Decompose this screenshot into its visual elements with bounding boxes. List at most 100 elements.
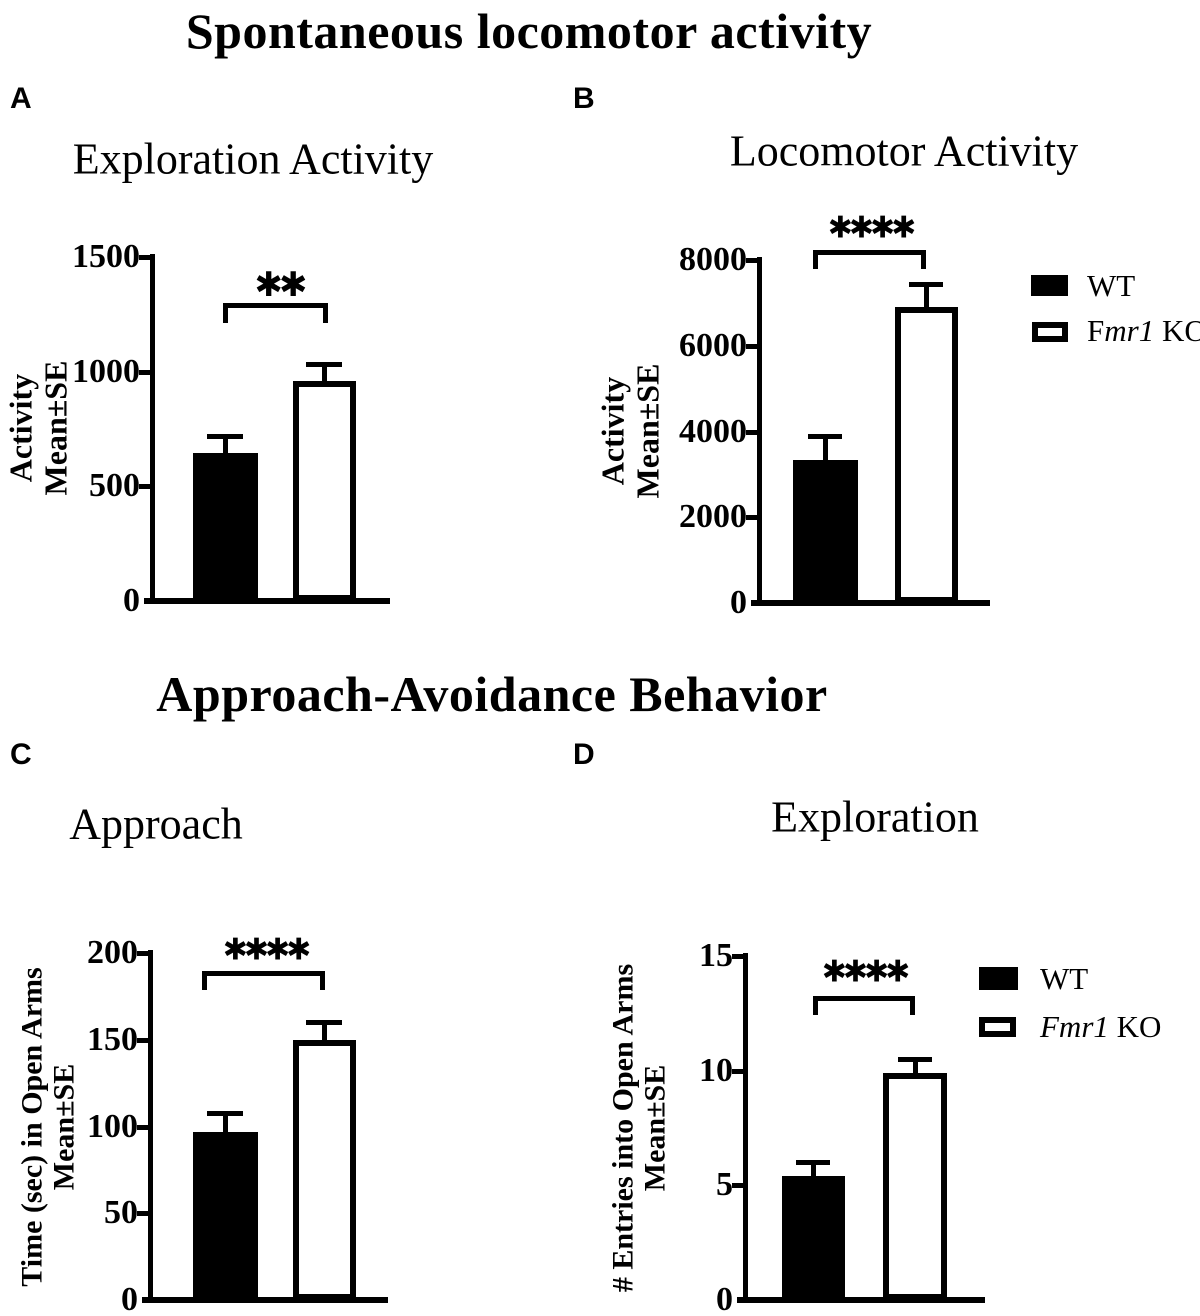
panel-d-y-tick-15 — [732, 954, 748, 959]
panel-a-y-axis — [150, 254, 155, 602]
panel-d-legend-swatch-wt — [979, 967, 1018, 990]
panel-d-significance-bracket — [813, 996, 915, 1015]
panel-c-y-tick-label-50: 50 — [104, 1194, 138, 1232]
panel-d-legend-swatch-fmr1-ko — [979, 1017, 1016, 1037]
panel-b-legend-label-wt: WT — [1087, 268, 1135, 304]
panel-a-y-axis-label: Activity Mean±SE — [2, 360, 73, 496]
panel-c-y-tick-200 — [137, 951, 153, 956]
panel-b-y-tick-label-2000: 2000 — [679, 498, 747, 536]
panel-d-title: Exploration — [771, 792, 979, 842]
panel-b-significance-bracket — [813, 250, 926, 269]
panel-letter-c: C — [10, 738, 32, 771]
panel-d-error-bar-line-wt — [811, 1162, 816, 1183]
panel-b-y-tick-2000 — [746, 515, 762, 521]
panel-c-bar-fmr1-ko — [292, 1039, 356, 1300]
panel-a-y-tick-label-500: 500 — [89, 467, 140, 505]
panel-c-y-tick-label-200: 200 — [87, 934, 138, 971]
panel-d-x-axis — [737, 1297, 985, 1303]
panel-c-significance-stars: ✱✱✱✱ — [222, 932, 312, 968]
panel-c-error-bar-line-fmr1-ko — [322, 1022, 327, 1046]
panel-a-bar-fmr1-ko — [292, 380, 356, 601]
panel-d-y-axis — [743, 953, 748, 1301]
panel-c-x-axis — [142, 1297, 388, 1303]
panel-d-y-tick-label-15: 15 — [699, 937, 733, 974]
panel-a-bar-wt — [192, 453, 258, 601]
panel-c-error-bar-cap-fmr1-ko — [306, 1020, 342, 1026]
panel-a-y-tick-label-1000: 1000 — [72, 352, 140, 390]
legend-label-part: WT — [1087, 268, 1136, 303]
legend-label-part: F — [1087, 313, 1105, 348]
panel-d-legend-label-fmr1-ko: Fmr1 KO — [1040, 1009, 1161, 1045]
panel-b-legend-swatch-wt — [1031, 275, 1068, 296]
panel-c-title: Approach — [69, 799, 243, 849]
panel-c-y-tick-label-0: 0 — [121, 1281, 138, 1316]
panel-b-y-tick-8000 — [746, 258, 762, 263]
panel-b-bar-fmr1-ko — [894, 307, 958, 603]
panel-a-y-tick-1500 — [139, 255, 155, 260]
section-title-spontaneous-locomotor-activity: Spontaneous locomotor activity — [185, 3, 873, 59]
panel-c-y-tick-label-100: 100 — [87, 1107, 138, 1145]
section-title-approach-avoidance-behavior: Approach-Avoidance Behavior — [156, 666, 828, 722]
legend-label-part: mr1 — [1104, 313, 1155, 348]
panel-a-title: Exploration Activity — [72, 134, 434, 184]
panel-c-y-tick-50 — [137, 1211, 153, 1217]
panel-d-error-bar-cap-fmr1-ko — [898, 1057, 932, 1063]
panel-a-error-bar-cap-wt — [207, 433, 243, 439]
panel-b-error-bar-line-fmr1-ko — [924, 284, 929, 314]
panel-b-y-tick-6000 — [746, 343, 762, 349]
panel-b-y-tick-label-0: 0 — [730, 584, 747, 621]
panel-b-error-bar-line-wt — [823, 435, 828, 466]
panel-a-error-bar-cap-fmr1-ko — [306, 361, 342, 367]
panel-b-y-tick-label-4000: 4000 — [679, 412, 747, 450]
legend-label-part: KO — [1161, 313, 1200, 348]
panel-d-bar-fmr1-ko — [883, 1072, 947, 1300]
panel-b-legend-swatch-fmr1-ko — [1032, 322, 1068, 342]
panel-b-y-tick-label-6000: 6000 — [679, 326, 747, 364]
panel-letter-d: D — [573, 738, 595, 771]
panel-d-bar-wt — [781, 1176, 845, 1300]
panel-a-x-axis — [144, 598, 390, 604]
panel-d-error-bar-line-fmr1-ko — [913, 1059, 918, 1079]
panel-d-error-bar-cap-wt — [796, 1160, 830, 1166]
panel-b-significance-stars: ✱✱✱✱ — [827, 210, 917, 246]
panel-b-error-bar-cap-fmr1-ko — [909, 282, 943, 288]
panel-d-y-tick-label-10: 10 — [699, 1051, 733, 1089]
panel-b-y-axis-label: Activity Mean±SE — [594, 363, 665, 499]
panel-c-bar-wt — [192, 1131, 258, 1300]
panel-b-error-bar-cap-wt — [808, 433, 842, 439]
panel-letter-a: A — [10, 82, 32, 115]
panel-d-y-tick-label-5: 5 — [716, 1166, 733, 1204]
panel-a-y-tick-500 — [139, 484, 155, 490]
panel-d-legend-label-wt: WT — [1040, 961, 1088, 997]
panel-c-error-bar-cap-wt — [207, 1110, 243, 1116]
panel-c-significance-bracket — [202, 971, 325, 990]
panel-d-y-tick-10 — [732, 1068, 748, 1074]
panel-a-y-tick-1000 — [139, 369, 155, 375]
legend-label-part: WT — [1040, 961, 1089, 996]
legend-label-part: Fmr1 — [1040, 1009, 1109, 1044]
panel-d-significance-stars: ✱✱✱✱ — [821, 954, 911, 990]
panel-c-error-bar-line-wt — [223, 1112, 228, 1138]
legend-label-part: KO — [1108, 1009, 1162, 1044]
panel-a-error-bar-line-wt — [223, 435, 228, 460]
panel-d-y-tick-5 — [732, 1183, 748, 1189]
panel-c-y-tick-150 — [137, 1037, 153, 1043]
panel-c-y-tick-100 — [137, 1124, 153, 1130]
panel-d-y-tick-label-0: 0 — [716, 1281, 733, 1316]
panel-a-significance-stars: ✱✱ — [254, 265, 308, 305]
panel-a-significance-bracket — [223, 303, 328, 323]
panel-b-y-tick-4000 — [746, 429, 762, 435]
panel-a-error-bar-line-fmr1-ko — [322, 363, 327, 387]
panel-d-y-axis-label: # Entries into Open Arms Mean±SE — [606, 963, 672, 1293]
panel-b-title: Locomotor Activity — [729, 126, 1079, 176]
panel-b-legend-label-fmr1-ko: Fmr1 KO — [1087, 313, 1200, 349]
panel-b-x-axis — [751, 600, 990, 606]
panel-a-y-tick-label-0: 0 — [123, 582, 140, 619]
panel-c-y-tick-label-150: 150 — [87, 1020, 138, 1058]
panel-b-bar-wt — [792, 459, 858, 603]
panel-c-y-axis-label: Time (sec) in Open Arms Mean±SE — [15, 967, 81, 1287]
panel-b-y-tick-label-8000: 8000 — [679, 241, 747, 278]
panel-a-y-tick-label-1500: 1500 — [72, 238, 140, 275]
